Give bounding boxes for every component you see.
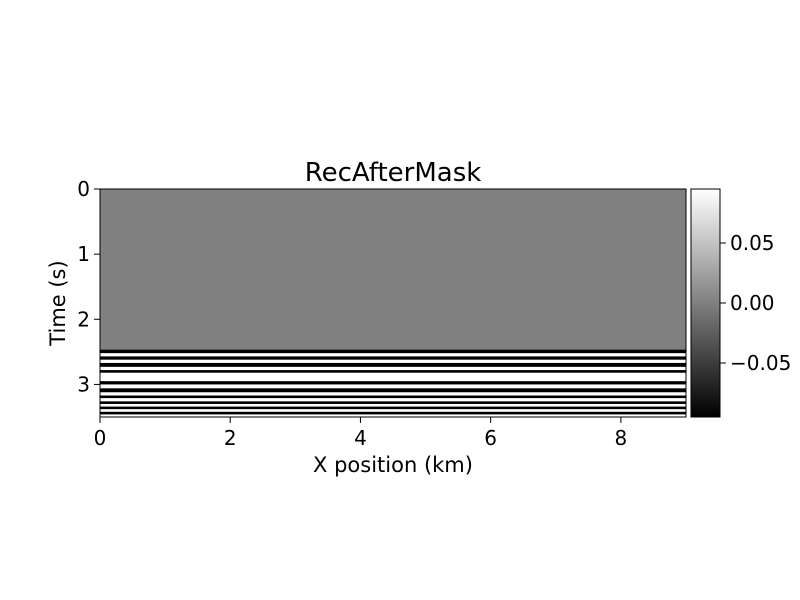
- x-tick-label: 6: [484, 426, 497, 450]
- heatmap-band: [100, 376, 686, 382]
- heatmap-band: [100, 359, 686, 364]
- heatmap-band: [100, 401, 686, 405]
- plot-frame: [99, 188, 687, 418]
- x-tick-label: 2: [224, 426, 237, 450]
- y-tick-label: 2: [77, 307, 90, 331]
- heatmap-band: [100, 349, 686, 354]
- y-axis: 0 1 2 3: [77, 177, 100, 396]
- colorbar: −0.05 0.00 0.05: [690, 188, 791, 418]
- colorbar-tick-label: −0.05: [730, 351, 791, 375]
- x-tick-label: 4: [354, 426, 367, 450]
- colorbar-ticks: −0.05 0.00 0.05: [720, 231, 791, 375]
- heatmap-band: [100, 409, 686, 413]
- x-axis-label: X position (km): [313, 453, 473, 477]
- heatmap-band: [100, 348, 686, 351]
- heatmap-band: [100, 388, 686, 393]
- masked-region: [100, 189, 686, 349]
- colorbar-gradient: [690, 188, 721, 418]
- colorbar-tick-label: 0.05: [730, 231, 775, 255]
- heatmap-band: [100, 403, 686, 407]
- heatmap-band: [100, 392, 686, 396]
- y-tick-label: 0: [77, 177, 90, 201]
- heatmap-band: [100, 395, 686, 399]
- heatmap-band: [100, 366, 686, 371]
- heatmap-band: [100, 384, 686, 389]
- heatmap-band: [100, 362, 686, 368]
- chart-title: RecAfterMask: [305, 158, 482, 188]
- plot-area: [100, 189, 686, 418]
- x-tick-label: 0: [94, 426, 107, 450]
- y-axis-label: Time (s): [46, 260, 70, 346]
- heatmap-band: [100, 356, 686, 360]
- heatmap-band: [100, 372, 686, 377]
- colorbar-tick-label: 0.00: [730, 291, 775, 315]
- heatmap-band: [100, 406, 686, 410]
- y-tick-label: 3: [77, 372, 90, 396]
- heatmap-band: [100, 411, 686, 415]
- heatmap-band: [100, 414, 686, 418]
- heatmap-band: [100, 381, 686, 385]
- heatmap-band: [100, 353, 686, 357]
- x-axis: 0 2 4 6 8: [94, 417, 628, 450]
- y-tick-label: 1: [77, 242, 90, 266]
- x-tick-label: 8: [615, 426, 628, 450]
- heatmap-band: [100, 398, 686, 402]
- heatmap-band: [100, 370, 686, 374]
